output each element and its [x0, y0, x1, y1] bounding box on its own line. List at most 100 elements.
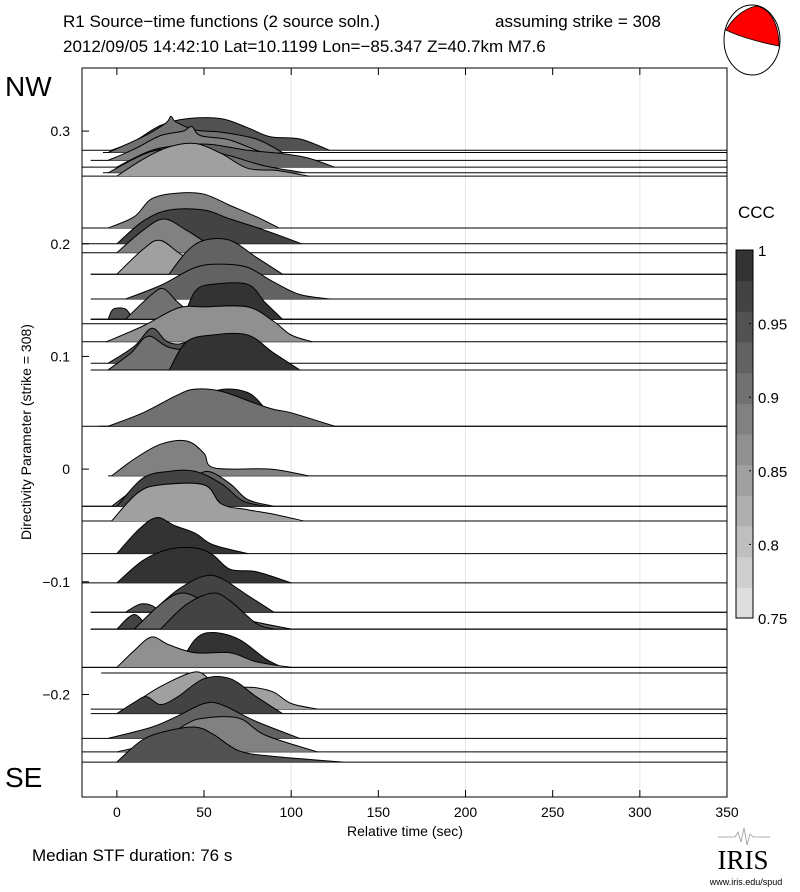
y-axis-label: Directivity Parameter (strike = 308) [18, 324, 34, 540]
stf-fill [125, 288, 222, 320]
y-tick-label: −0.1 [42, 574, 70, 590]
stf-fill [116, 517, 248, 554]
y-tick-label: 0.3 [51, 123, 71, 139]
colorbar-tick-label: 0.75 [758, 611, 787, 628]
stf-fill [116, 143, 309, 177]
stf-fill [116, 727, 344, 763]
stf-outline [168, 238, 283, 275]
direction-top-label: NW [5, 71, 52, 102]
stf-outline [107, 388, 335, 427]
iris-logo: IRIS www.iris.edu/spud [709, 827, 783, 887]
x-tick-label: 350 [715, 804, 739, 820]
x-tick-label: 150 [367, 804, 391, 820]
stf-trace [82, 726, 727, 763]
x-tick-label: 0 [113, 804, 121, 820]
event-info: 2012/09/05 14:42:10 Lat=10.1199 Lon=−85.… [63, 37, 546, 56]
colorbar-tick-label: 0.9 [758, 390, 779, 407]
stf-outline [111, 439, 309, 477]
stf-trace [82, 546, 727, 584]
x-tick-label: 300 [628, 804, 652, 820]
stf-fill [111, 440, 309, 476]
colorbar-band [736, 403, 753, 435]
colorbar-band [736, 464, 753, 496]
stf-fill [169, 238, 283, 275]
stf-fill [169, 333, 300, 370]
stf-trace [90, 592, 727, 630]
stf-outline [182, 282, 283, 320]
stf-outline [160, 592, 274, 630]
stf-outline [116, 208, 302, 245]
x-tick-label: 250 [541, 804, 565, 820]
stf-trace [90, 332, 727, 371]
stf-fill [116, 547, 292, 583]
iris-url: www.iris.edu/spud [709, 877, 783, 887]
stf-outline [116, 517, 248, 555]
stf-trace [108, 439, 727, 477]
colorbar-tick-label: 0.8 [758, 537, 779, 554]
x-tick-label: 200 [454, 804, 478, 820]
stf-outline [125, 263, 330, 300]
beachball-icon [723, 4, 781, 76]
y-tick-label: 0 [62, 461, 70, 477]
colorbar-band [736, 280, 753, 312]
stf-outline [107, 192, 280, 229]
stf-fill [160, 593, 274, 630]
iris-logo-text: IRIS [717, 845, 768, 875]
colorbar-frame [735, 249, 754, 619]
gridlines [290, 68, 641, 797]
iris-waveform-icon [718, 827, 770, 846]
stf-trace [82, 636, 727, 668]
colorbar-band [736, 372, 753, 404]
stf-trace [82, 482, 727, 522]
stf-trace [82, 142, 727, 177]
colorbar-tick-label: 1 [758, 243, 766, 260]
direction-bottom-label: SE [5, 762, 42, 793]
stf-fill [108, 388, 335, 427]
colorbar: 1 0.95 0.9 0.85 0.8 0.75 [735, 243, 787, 628]
stf-fill [125, 264, 330, 299]
stf-fill [116, 636, 292, 668]
colorbar-band [736, 250, 753, 282]
colorbar-band [736, 587, 753, 619]
stf-outline [111, 482, 304, 522]
colorbar-label: CCC [738, 203, 775, 222]
stf-outline [116, 143, 335, 168]
colorbar-band [736, 434, 753, 466]
stf-outline [108, 701, 301, 739]
y-tick-label: 0.2 [51, 236, 71, 252]
median-duration: Median STF duration: 76 s [32, 846, 232, 865]
colorbar-band [736, 342, 753, 374]
stf-outline [107, 115, 283, 153]
plot-frame [81, 67, 728, 798]
stf-outline [116, 546, 292, 584]
colorbar-band [736, 495, 753, 527]
colorbar-tick-label: 0.85 [758, 464, 787, 481]
colorbar-band [736, 556, 753, 588]
stf-outline [177, 631, 283, 668]
stf-fill [108, 307, 133, 320]
stf-outline [116, 142, 309, 177]
x-axis-label: Relative time (sec) [347, 823, 463, 839]
stf-outline [151, 574, 275, 613]
x-tick-label: 100 [280, 804, 304, 820]
stf-outline [106, 305, 313, 343]
stf-outline [116, 675, 283, 715]
axis-ticks: 0 50 100 150 200 250 300 350 0.3 0.2 0.1 0 −0.1 −0.2 [42, 68, 739, 820]
y-tick-label: −0.2 [42, 686, 70, 702]
stf-outline [116, 726, 344, 763]
stf-outline [168, 332, 301, 371]
stf-outline [107, 126, 292, 161]
colorbar-band [736, 526, 753, 558]
colorbar-band [736, 311, 753, 343]
x-tick-label: 50 [196, 804, 212, 820]
stf-outline [116, 469, 266, 507]
stf-outline [116, 636, 292, 668]
stf-outline [107, 307, 134, 320]
stf-trace [99, 388, 727, 427]
y-tick-label: 0.1 [51, 348, 71, 364]
chart-title: R1 Source−time functions (2 source soln.… [63, 12, 380, 31]
colorbar-tick-label: 0.95 [758, 317, 787, 334]
strike-note: assuming strike = 308 [495, 12, 661, 31]
stf-traces [82, 115, 727, 763]
